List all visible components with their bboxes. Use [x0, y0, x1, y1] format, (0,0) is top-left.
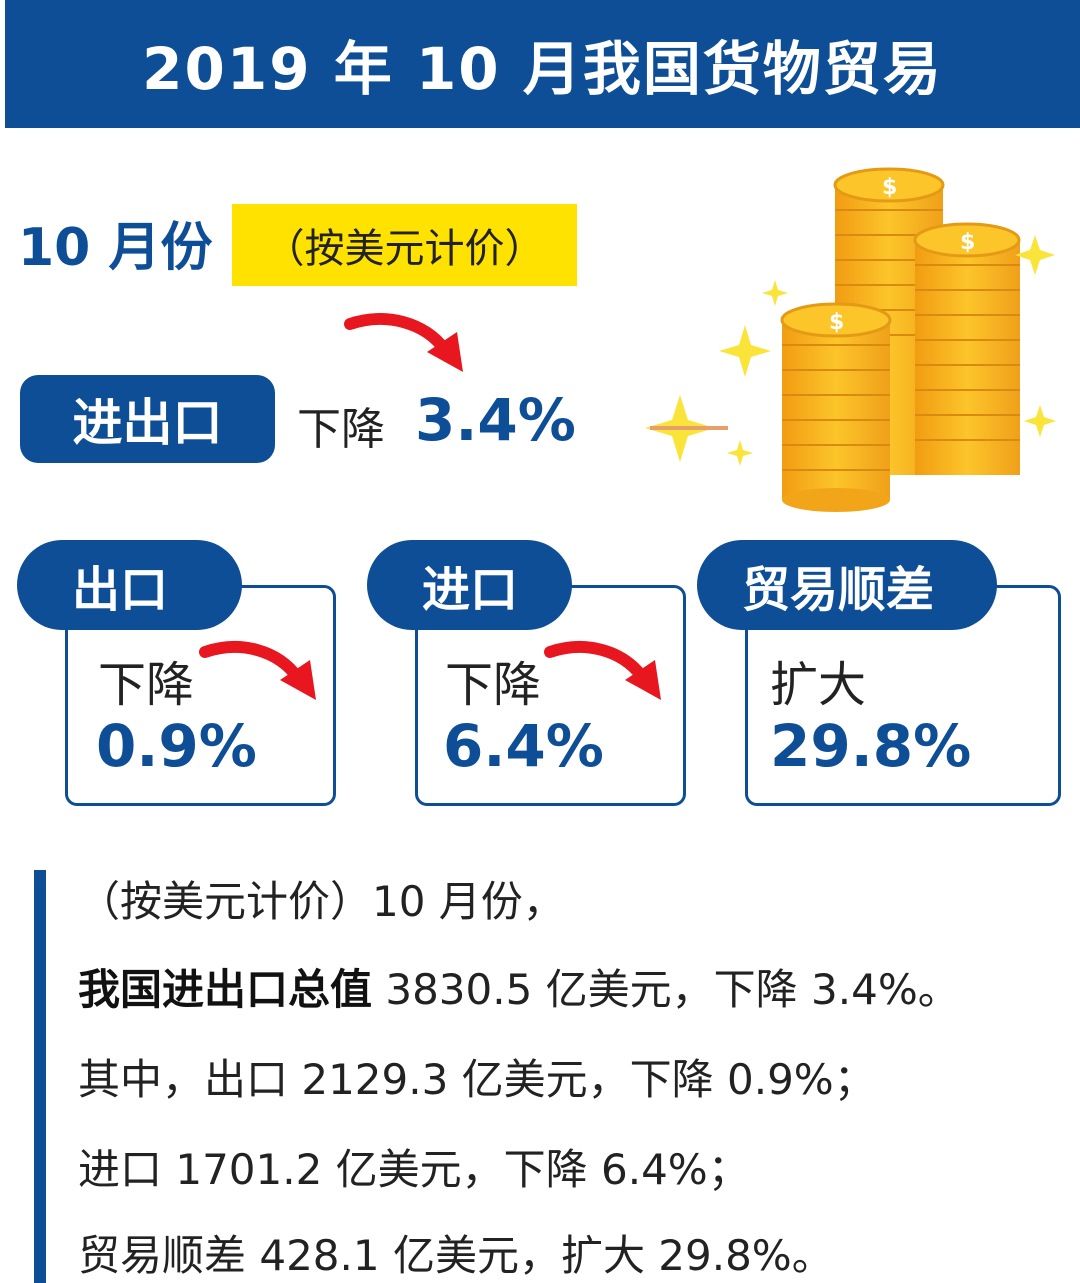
total-trade-badge: 进出口 [20, 375, 275, 463]
unit-badge: （按美元计价） [232, 204, 577, 286]
trade-surplus-change-value: 29.8% [770, 712, 972, 780]
total-change-label: 下降 [297, 404, 385, 455]
export-change-label: 下降 [98, 657, 195, 713]
header-banner: 2019 年 10 月我国货物贸易 [5, 0, 1080, 128]
total-change-value: 3.4% [415, 386, 576, 454]
details-accent-bar [34, 870, 46, 1283]
trade-surplus-change-label: 扩大 [770, 657, 867, 713]
import-change-value: 6.4% [443, 712, 604, 780]
coin-stack-icon: $ $ $ [645, 167, 1056, 512]
month-label: 10 月份 [18, 218, 213, 278]
detail-line-3: 其中，出口 2129.3 亿美元，下降 0.9%； [78, 1055, 876, 1104]
import-change-label: 下降 [445, 657, 542, 713]
export-badge: 出口 [17, 540, 242, 630]
down-arrow-icon [544, 641, 661, 700]
detail-total-value: 3830.5 亿美元，下降 3.4%。 [372, 965, 960, 1014]
page-title: 2019 年 10 月我国货物贸易 [142, 35, 943, 103]
down-arrow-icon [199, 641, 316, 700]
detail-line-2: 我国进出口总值 3830.5 亿美元，下降 3.4%。 [78, 956, 960, 1017]
export-change-value: 0.9% [96, 712, 257, 780]
detail-line-4: 进口 1701.2 亿美元，下降 6.4%； [78, 1145, 750, 1194]
import-badge: 进口 [367, 540, 572, 630]
svg-text:$: $ [829, 310, 844, 335]
detail-total-label: 我国进出口总值 [78, 965, 373, 1014]
trade-surplus-badge: 贸易顺差 [697, 540, 997, 630]
detail-line-5: 贸易顺差 428.1 亿美元，扩大 29.8%。 [78, 1231, 834, 1280]
detail-line-1: （按美元计价）10 月份， [78, 877, 565, 926]
svg-text:$: $ [882, 175, 897, 200]
down-arrow-icon [344, 313, 463, 372]
svg-text:$: $ [960, 230, 975, 255]
unit-text: （按美元计价） [264, 226, 545, 272]
